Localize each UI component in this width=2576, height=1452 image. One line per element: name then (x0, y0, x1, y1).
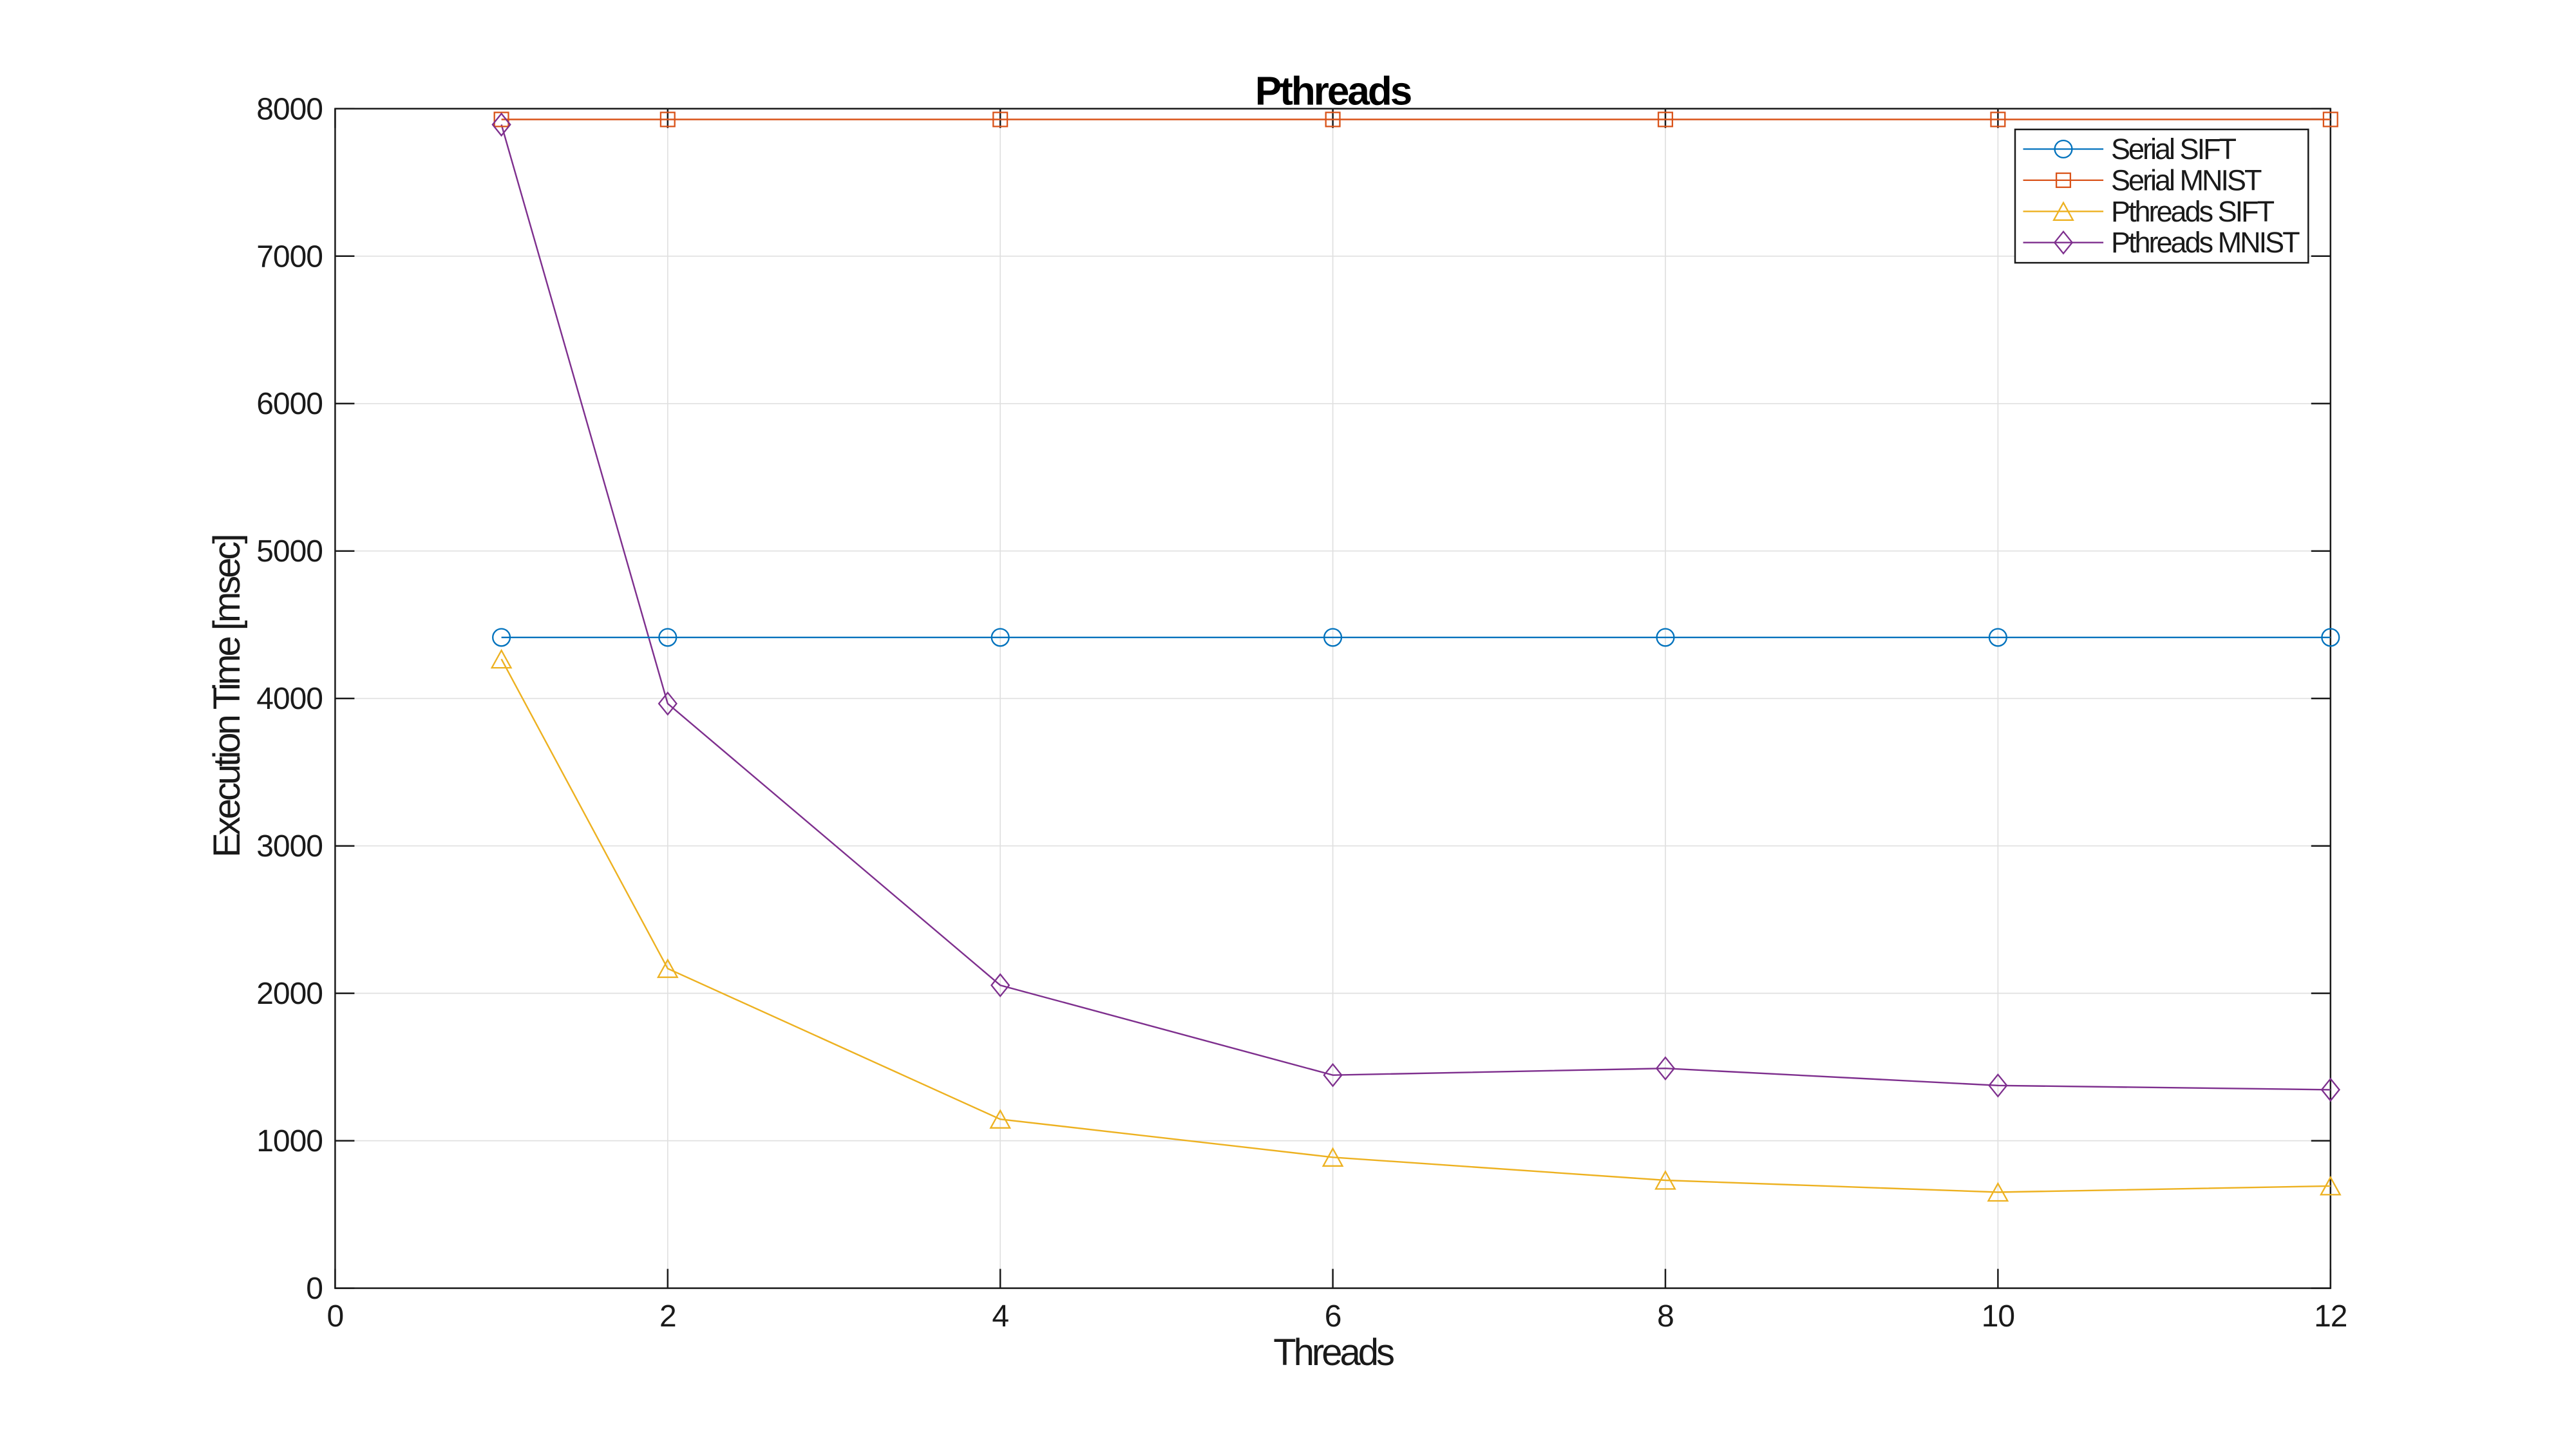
svg-text:4: 4 (992, 1299, 1009, 1334)
svg-text:5000: 5000 (256, 534, 323, 569)
svg-text:8: 8 (1657, 1299, 1674, 1334)
svg-text:6000: 6000 (256, 387, 323, 421)
svg-text:2000: 2000 (256, 977, 323, 1011)
svg-text:Serial MNIST: Serial MNIST (2111, 164, 2262, 196)
svg-text:8000: 8000 (256, 92, 323, 126)
svg-text:Serial SIFT: Serial SIFT (2111, 133, 2237, 165)
svg-text:Pthreads SIFT: Pthreads SIFT (2111, 195, 2275, 228)
svg-text:Execution Time [msec]: Execution Time [msec] (206, 536, 248, 857)
svg-text:0: 0 (306, 1272, 323, 1306)
svg-text:Pthreads: Pthreads (1255, 70, 1411, 114)
svg-text:7000: 7000 (256, 240, 323, 274)
svg-text:2: 2 (659, 1299, 676, 1334)
svg-text:12: 12 (2314, 1299, 2347, 1334)
svg-text:10: 10 (1982, 1299, 2014, 1334)
svg-text:1000: 1000 (256, 1124, 323, 1158)
svg-text:3000: 3000 (256, 829, 323, 863)
svg-text:0: 0 (327, 1299, 344, 1334)
svg-text:Threads: Threads (1273, 1332, 1394, 1373)
svg-text:4000: 4000 (256, 682, 323, 716)
svg-text:Pthreads MNIST: Pthreads MNIST (2111, 226, 2300, 259)
svg-text:6: 6 (1325, 1299, 1341, 1334)
